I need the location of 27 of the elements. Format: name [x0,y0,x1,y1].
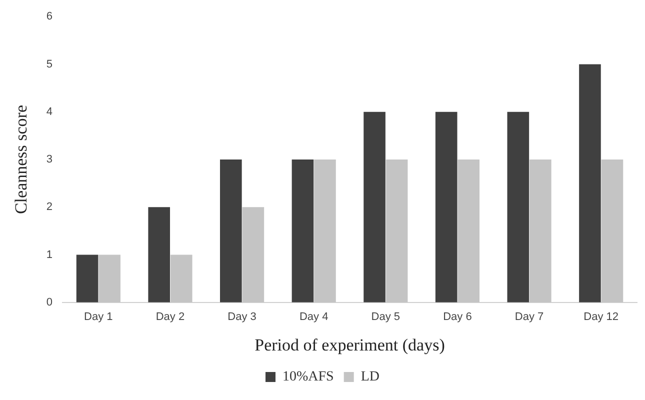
legend-label: 10%AFS [282,370,334,385]
y-tick-label: 5 [46,58,53,70]
y-tick-label: 6 [46,10,53,23]
x-tick-label: Day 6 [443,311,472,324]
x-tick-label: Day 3 [228,311,256,324]
legend-label: LD [360,370,380,385]
bar [220,160,242,302]
bar [579,64,601,302]
y-tick-label: 0 [46,296,53,308]
bar [292,160,314,302]
x-tick-label: Day 2 [156,311,185,324]
x-tick-label: Day 12 [584,311,619,324]
bar [76,254,98,302]
bar [148,207,170,302]
y-axis-title: Cleanness score [12,104,31,214]
bar [435,112,458,302]
bar [507,112,530,302]
bar [364,112,386,302]
y-tick-label: 2 [46,201,53,214]
y-tick-label: 4 [46,106,53,118]
y-tick-label: 3 [46,154,53,166]
x-tick-label: Day 7 [514,311,544,324]
x-tick-label: Day 1 [84,311,113,324]
x-axis-title: Period of experiment (days) [254,335,445,354]
y-tick-label: 1 [46,248,53,261]
x-tick-label: Day 4 [299,311,328,324]
x-tick-label: Day 5 [371,311,400,324]
